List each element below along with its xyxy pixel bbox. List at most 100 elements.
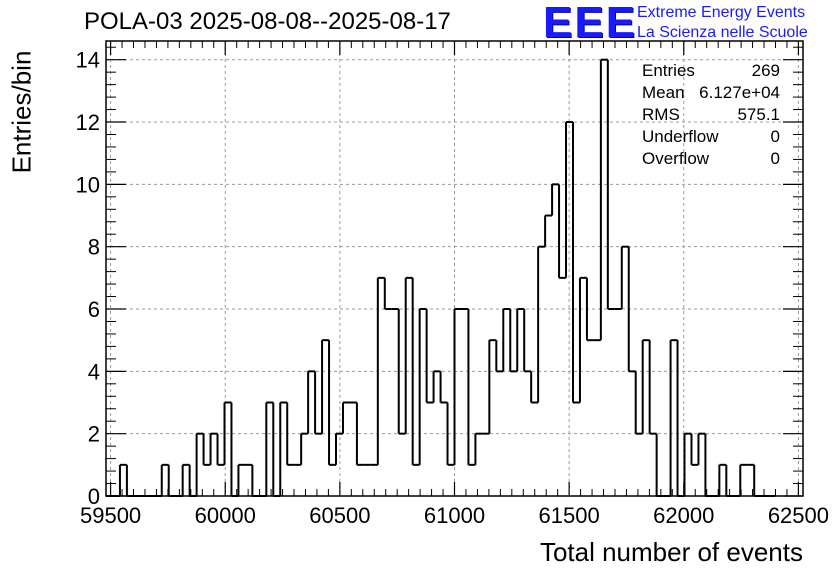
histogram-bin [223, 401, 232, 465]
histogram-bin [328, 340, 337, 466]
histogram-bin [432, 370, 441, 403]
histogram-bin [599, 58, 608, 341]
histogram-bin [265, 401, 274, 496]
x-tick-label: 62000 [653, 503, 714, 528]
y-tick-label: 4 [88, 359, 100, 384]
histogram-bin [648, 340, 657, 435]
histogram-bin [530, 371, 539, 404]
stats-value: 6.127e+04 [699, 83, 780, 102]
histogram-bin [418, 308, 427, 465]
y-tick-label: 10 [76, 172, 100, 197]
histogram-bin [383, 277, 392, 311]
stats-value: 269 [751, 61, 780, 80]
histogram-bin [341, 401, 350, 434]
histogram-bin [474, 432, 483, 465]
histogram-bin [125, 464, 134, 497]
histogram-bin [467, 309, 476, 466]
y-tick-label: 2 [88, 422, 100, 447]
histogram-bin [425, 309, 434, 404]
stats-label: RMS [642, 105, 680, 124]
histogram-bin [739, 463, 748, 496]
histogram-bin [578, 276, 587, 403]
axes: 59500 60000 60500 61000 61500 62000 62500 0 2 4 6 8… [76, 40, 829, 528]
stats-row-underflow: Underflow 0 [642, 126, 780, 148]
histogram-bin [300, 432, 309, 465]
histogram-bin [571, 122, 580, 404]
histogram-bin [209, 432, 218, 465]
histogram-bin [606, 59, 615, 311]
histogram-bin [502, 308, 511, 372]
logo-line-2: La Scienza nelle Scuole [637, 24, 808, 41]
y-tick-label: 12 [76, 110, 100, 135]
histogram-bin [565, 121, 573, 278]
histogram-bin [355, 402, 364, 466]
histogram-bin [544, 214, 553, 247]
stats-label: Overflow [642, 149, 710, 168]
histogram-bin [307, 370, 316, 434]
x-tick-label: 60000 [195, 503, 256, 528]
histogram-bin [251, 464, 260, 497]
histogram-bin [279, 401, 288, 496]
stats-label: Entries [642, 61, 695, 80]
histogram-bin [453, 308, 462, 465]
y-tick-label: 14 [76, 48, 100, 73]
stats-row-entries: Entries 269 [642, 60, 780, 82]
histogram-bin [753, 464, 762, 497]
histogram-bin [446, 402, 455, 466]
histogram-bin [202, 433, 211, 466]
histogram-bin [655, 433, 664, 497]
stats-value: 0 [770, 127, 780, 146]
x-tick-label: 59500 [80, 503, 141, 528]
logo-caption: Extreme Energy Events La Scienza nelle S… [637, 3, 808, 43]
y-tick-label: 8 [88, 235, 100, 260]
chart-title: POLA-03 2025-08-08--2025-08-17 [84, 8, 451, 35]
histogram-bin [676, 340, 685, 497]
stats-label: Underflow [642, 127, 719, 146]
histogram-bin [216, 433, 225, 466]
logo-line-1: Extreme Energy Events [637, 4, 806, 21]
histogram-bin [439, 371, 448, 404]
x-tick-label: 61500 [539, 503, 600, 528]
histogram-bin [697, 432, 706, 465]
histogram-bin [160, 463, 169, 496]
x-axis-label: Total number of events [539, 537, 803, 567]
histogram-bin [335, 432, 343, 465]
y-tick-label: 6 [88, 297, 100, 322]
stats-row-overflow: Overflow 0 [642, 148, 780, 170]
histogram-bin [286, 402, 295, 466]
histogram-bin [551, 183, 560, 216]
stats-row-rms: RMS 575.1 [642, 104, 780, 126]
eee-logo: EEE [543, 0, 638, 47]
histogram-bin [118, 463, 127, 496]
histogram-bin [237, 463, 246, 496]
histogram-bin [411, 277, 420, 466]
histogram-bin [690, 433, 699, 466]
histogram-bin [509, 309, 518, 373]
histogram-bin [495, 340, 504, 373]
stats-row-mean: Mean 6.127e+04 [642, 82, 780, 104]
stats-value: 575.1 [737, 105, 780, 124]
stats-label: Mean [642, 83, 685, 102]
stats-box: Entries 269 Mean 6.127e+04 RMS 575.1 Und… [642, 60, 780, 170]
histogram-bars [106, 58, 776, 497]
x-tick-label: 62500 [768, 503, 829, 528]
histogram-bin [397, 309, 406, 435]
histogram-bin [641, 339, 650, 434]
stats-value: 0 [770, 149, 780, 168]
histogram-bin [272, 402, 281, 497]
histogram-bin [321, 339, 330, 434]
histogram-bin [718, 463, 727, 496]
histogram-bin [634, 371, 643, 435]
histogram-bin [181, 463, 190, 496]
x-tick-label: 60500 [309, 503, 370, 528]
histogram-bin [537, 245, 546, 403]
histogram-bin [195, 432, 204, 496]
histogram-bin [376, 276, 385, 465]
histogram-bin [558, 184, 567, 279]
histogram-bin [620, 245, 629, 310]
histogram-bin [230, 402, 239, 497]
histogram-bin [704, 433, 713, 497]
histogram-bin [488, 339, 497, 434]
histogram-bin [683, 432, 692, 496]
